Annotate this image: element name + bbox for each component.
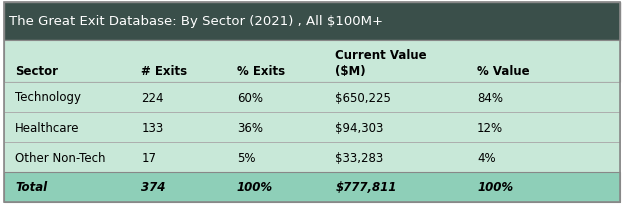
Text: 36%: 36% xyxy=(237,121,263,134)
Text: % Value: % Value xyxy=(477,64,530,77)
Text: 5%: 5% xyxy=(237,151,255,164)
Text: $33,283: $33,283 xyxy=(336,151,384,164)
Text: 100%: 100% xyxy=(237,181,273,194)
Text: 12%: 12% xyxy=(477,121,504,134)
Text: The Great Exit Database: By Sector (2021) , All $100M+: The Great Exit Database: By Sector (2021… xyxy=(9,15,383,28)
Bar xyxy=(4,3,620,41)
Text: $777,811: $777,811 xyxy=(336,181,397,194)
Text: ($M): ($M) xyxy=(336,64,366,77)
Bar xyxy=(4,172,620,202)
Text: % Exits: % Exits xyxy=(237,64,285,77)
Text: 84%: 84% xyxy=(477,91,503,104)
Text: 17: 17 xyxy=(142,151,157,164)
Text: 133: 133 xyxy=(142,121,163,134)
Text: 60%: 60% xyxy=(237,91,263,104)
Text: Technology: Technology xyxy=(15,91,81,104)
Bar xyxy=(4,142,620,172)
Text: Current Value: Current Value xyxy=(336,49,427,62)
Bar xyxy=(4,41,620,83)
Text: # Exits: # Exits xyxy=(142,64,188,77)
Text: Other Non-Tech: Other Non-Tech xyxy=(15,151,105,164)
Text: 100%: 100% xyxy=(477,181,514,194)
Text: 4%: 4% xyxy=(477,151,496,164)
Text: 374: 374 xyxy=(142,181,166,194)
Text: Sector: Sector xyxy=(15,64,58,77)
Bar xyxy=(4,83,620,112)
Text: $94,303: $94,303 xyxy=(336,121,384,134)
Text: 224: 224 xyxy=(142,91,164,104)
Bar xyxy=(4,112,620,142)
Text: Healthcare: Healthcare xyxy=(15,121,80,134)
Text: Total: Total xyxy=(15,181,47,194)
Text: $650,225: $650,225 xyxy=(336,91,391,104)
